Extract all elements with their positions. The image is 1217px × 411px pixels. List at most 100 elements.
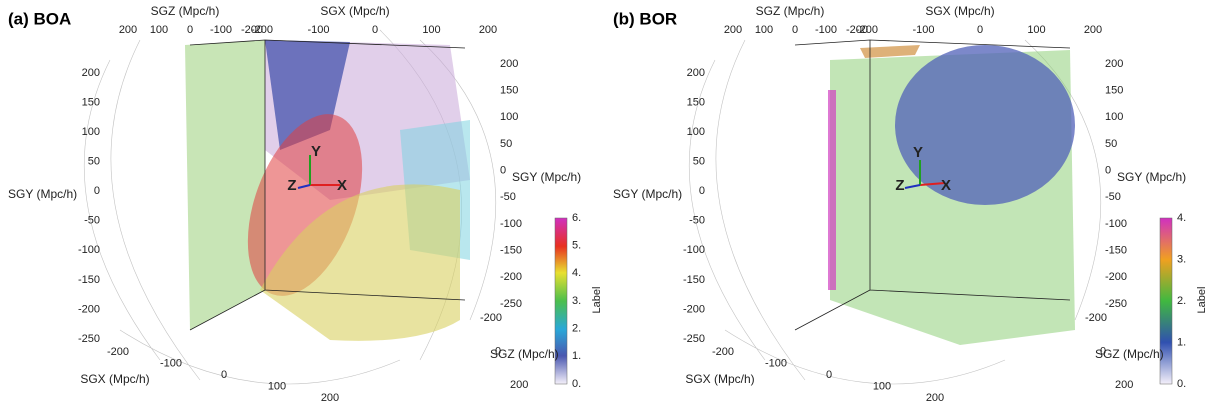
panel-b-render: [688, 39, 1173, 385]
axis-tick-label: 0: [826, 369, 832, 381]
axis-tick-label: 150: [1105, 85, 1123, 97]
colorbar-tick-label: 1.: [572, 350, 581, 362]
axis-tick-label: 0: [500, 165, 506, 177]
axis-tick-label: 100: [268, 380, 286, 392]
axis-tick-label: 0: [372, 24, 378, 36]
orientation-axis-label: Y: [311, 143, 321, 160]
colorbar-tick-label: 6.: [572, 212, 581, 224]
axis-tick-label: 200: [321, 392, 339, 404]
axis-tick-label: 50: [88, 156, 100, 168]
axis-tick-label: -150: [1105, 245, 1127, 257]
axis-tick-label: -150: [500, 245, 522, 257]
axis-label: SGY (Mpc/h): [8, 187, 77, 201]
axis-tick-label: -100: [78, 244, 100, 256]
axis-tick-label: -250: [78, 333, 100, 345]
axis-tick-label: 200: [82, 67, 100, 79]
axis-tick-label: 100: [873, 380, 891, 392]
axis-tick-label: 200: [479, 24, 497, 36]
axis-tick-label: 0: [1100, 345, 1106, 357]
axis-tick-label: 200: [510, 379, 528, 391]
axis-tick-label: 0: [792, 24, 798, 36]
axis-tick-label: 100: [150, 24, 168, 36]
axis-tick-label: -200: [251, 24, 273, 36]
axis-tick-label: 0: [977, 24, 983, 36]
axis-tick-label: 200: [926, 392, 944, 404]
axis-tick-label: 200: [724, 24, 742, 36]
axis-tick-label: -200: [1105, 271, 1127, 283]
axis-tick-label: 100: [1105, 111, 1123, 123]
axis-label: SGZ (Mpc/h): [756, 4, 825, 18]
axis-tick-label: -100: [210, 24, 232, 36]
colorbar-tick-label: 5.: [572, 240, 581, 252]
axis-tick-label: 0: [1105, 165, 1111, 177]
axis-tick-label: 200: [1115, 379, 1133, 391]
axis-tick-label: -200: [480, 312, 502, 324]
axis-tick-label: -50: [500, 191, 516, 203]
colorbar-tick-label: 2.: [1177, 295, 1186, 307]
colorbar-tick-label: 1.: [1177, 336, 1186, 348]
axis-tick-label: 0: [187, 24, 193, 36]
axis-tick-label: -50: [84, 215, 100, 227]
axis-tick-label: 0: [221, 369, 227, 381]
axis-tick-label: -200: [241, 24, 263, 36]
axis-tick-label: 200: [119, 24, 137, 36]
axis-tick-label: -200: [683, 303, 705, 315]
axis-label: SGX (Mpc/h): [925, 4, 994, 18]
axis-tick-label: 50: [1105, 138, 1117, 150]
axis-label: SGY (Mpc/h): [512, 170, 581, 184]
axis-label: SGY (Mpc/h): [1117, 170, 1186, 184]
axis-label: SGX (Mpc/h): [80, 372, 149, 386]
panel-title: (b) BOR: [613, 9, 677, 28]
axis-tick-label: 150: [82, 96, 100, 108]
colorbar-tick-label: 4.: [572, 267, 581, 279]
axis-tick-label: 100: [422, 24, 440, 36]
axis-tick-label: 200: [687, 67, 705, 79]
axis-label: SGZ (Mpc/h): [490, 347, 559, 361]
colorbar-tick-label: 0.: [572, 378, 581, 390]
axis-tick-label: -200: [712, 346, 734, 358]
axis-tick-label: -250: [683, 333, 705, 345]
axis-tick-label: -150: [683, 274, 705, 286]
axis-label: SGX (Mpc/h): [685, 372, 754, 386]
axis-tick-label: -200: [856, 24, 878, 36]
orientation-axis-label: X: [337, 177, 347, 194]
axis-tick-label: -100: [912, 24, 934, 36]
axis-tick-label: 100: [687, 126, 705, 138]
axis-tick-label: 100: [500, 111, 518, 123]
panel-title: (a) BOA: [8, 9, 71, 28]
axis-tick-label: -200: [78, 303, 100, 315]
panel-a-render: [83, 29, 568, 385]
axis-tick-label: 200: [1084, 24, 1102, 36]
axis-tick-label: 0: [495, 345, 501, 357]
axis-tick-label: 0: [699, 185, 705, 197]
axis-tick-label: -250: [1105, 298, 1127, 310]
axis-tick-label: -200: [846, 24, 868, 36]
axis-tick-label: 50: [693, 156, 705, 168]
axis-label: SGZ (Mpc/h): [151, 4, 220, 18]
orientation-axis-label: Z: [287, 177, 296, 194]
axis-tick-label: -200: [500, 271, 522, 283]
axis-label: SGY (Mpc/h): [613, 187, 682, 201]
axis-tick-label: 50: [500, 138, 512, 150]
colorbar-tick-label: 3.: [1177, 253, 1186, 265]
axis-tick-label: -250: [500, 298, 522, 310]
axis-tick-label: -100: [765, 357, 787, 369]
axis-tick-label: -50: [689, 215, 705, 227]
axis-tick-label: -200: [107, 346, 129, 358]
axis-tick-label: 100: [82, 126, 100, 138]
axis-tick-label: 150: [500, 85, 518, 97]
colorbar-title: Label: [591, 287, 603, 314]
axis-label: SGX (Mpc/h): [320, 4, 389, 18]
axis-tick-label: 200: [1105, 58, 1123, 70]
axis-tick-label: -200: [1085, 312, 1107, 324]
colorbar-tick-label: 0.: [1177, 378, 1186, 390]
orientation-axis-label: Y: [913, 144, 923, 161]
colorbar-title: Label: [1196, 287, 1208, 314]
axis-tick-label: 100: [755, 24, 773, 36]
axis-tick-label: -100: [683, 244, 705, 256]
axis-tick-label: -50: [1105, 191, 1121, 203]
colorbar-tick-label: 3.: [572, 295, 581, 307]
axis-tick-label: -100: [1105, 218, 1127, 230]
axis-label: SGZ (Mpc/h): [1095, 347, 1164, 361]
